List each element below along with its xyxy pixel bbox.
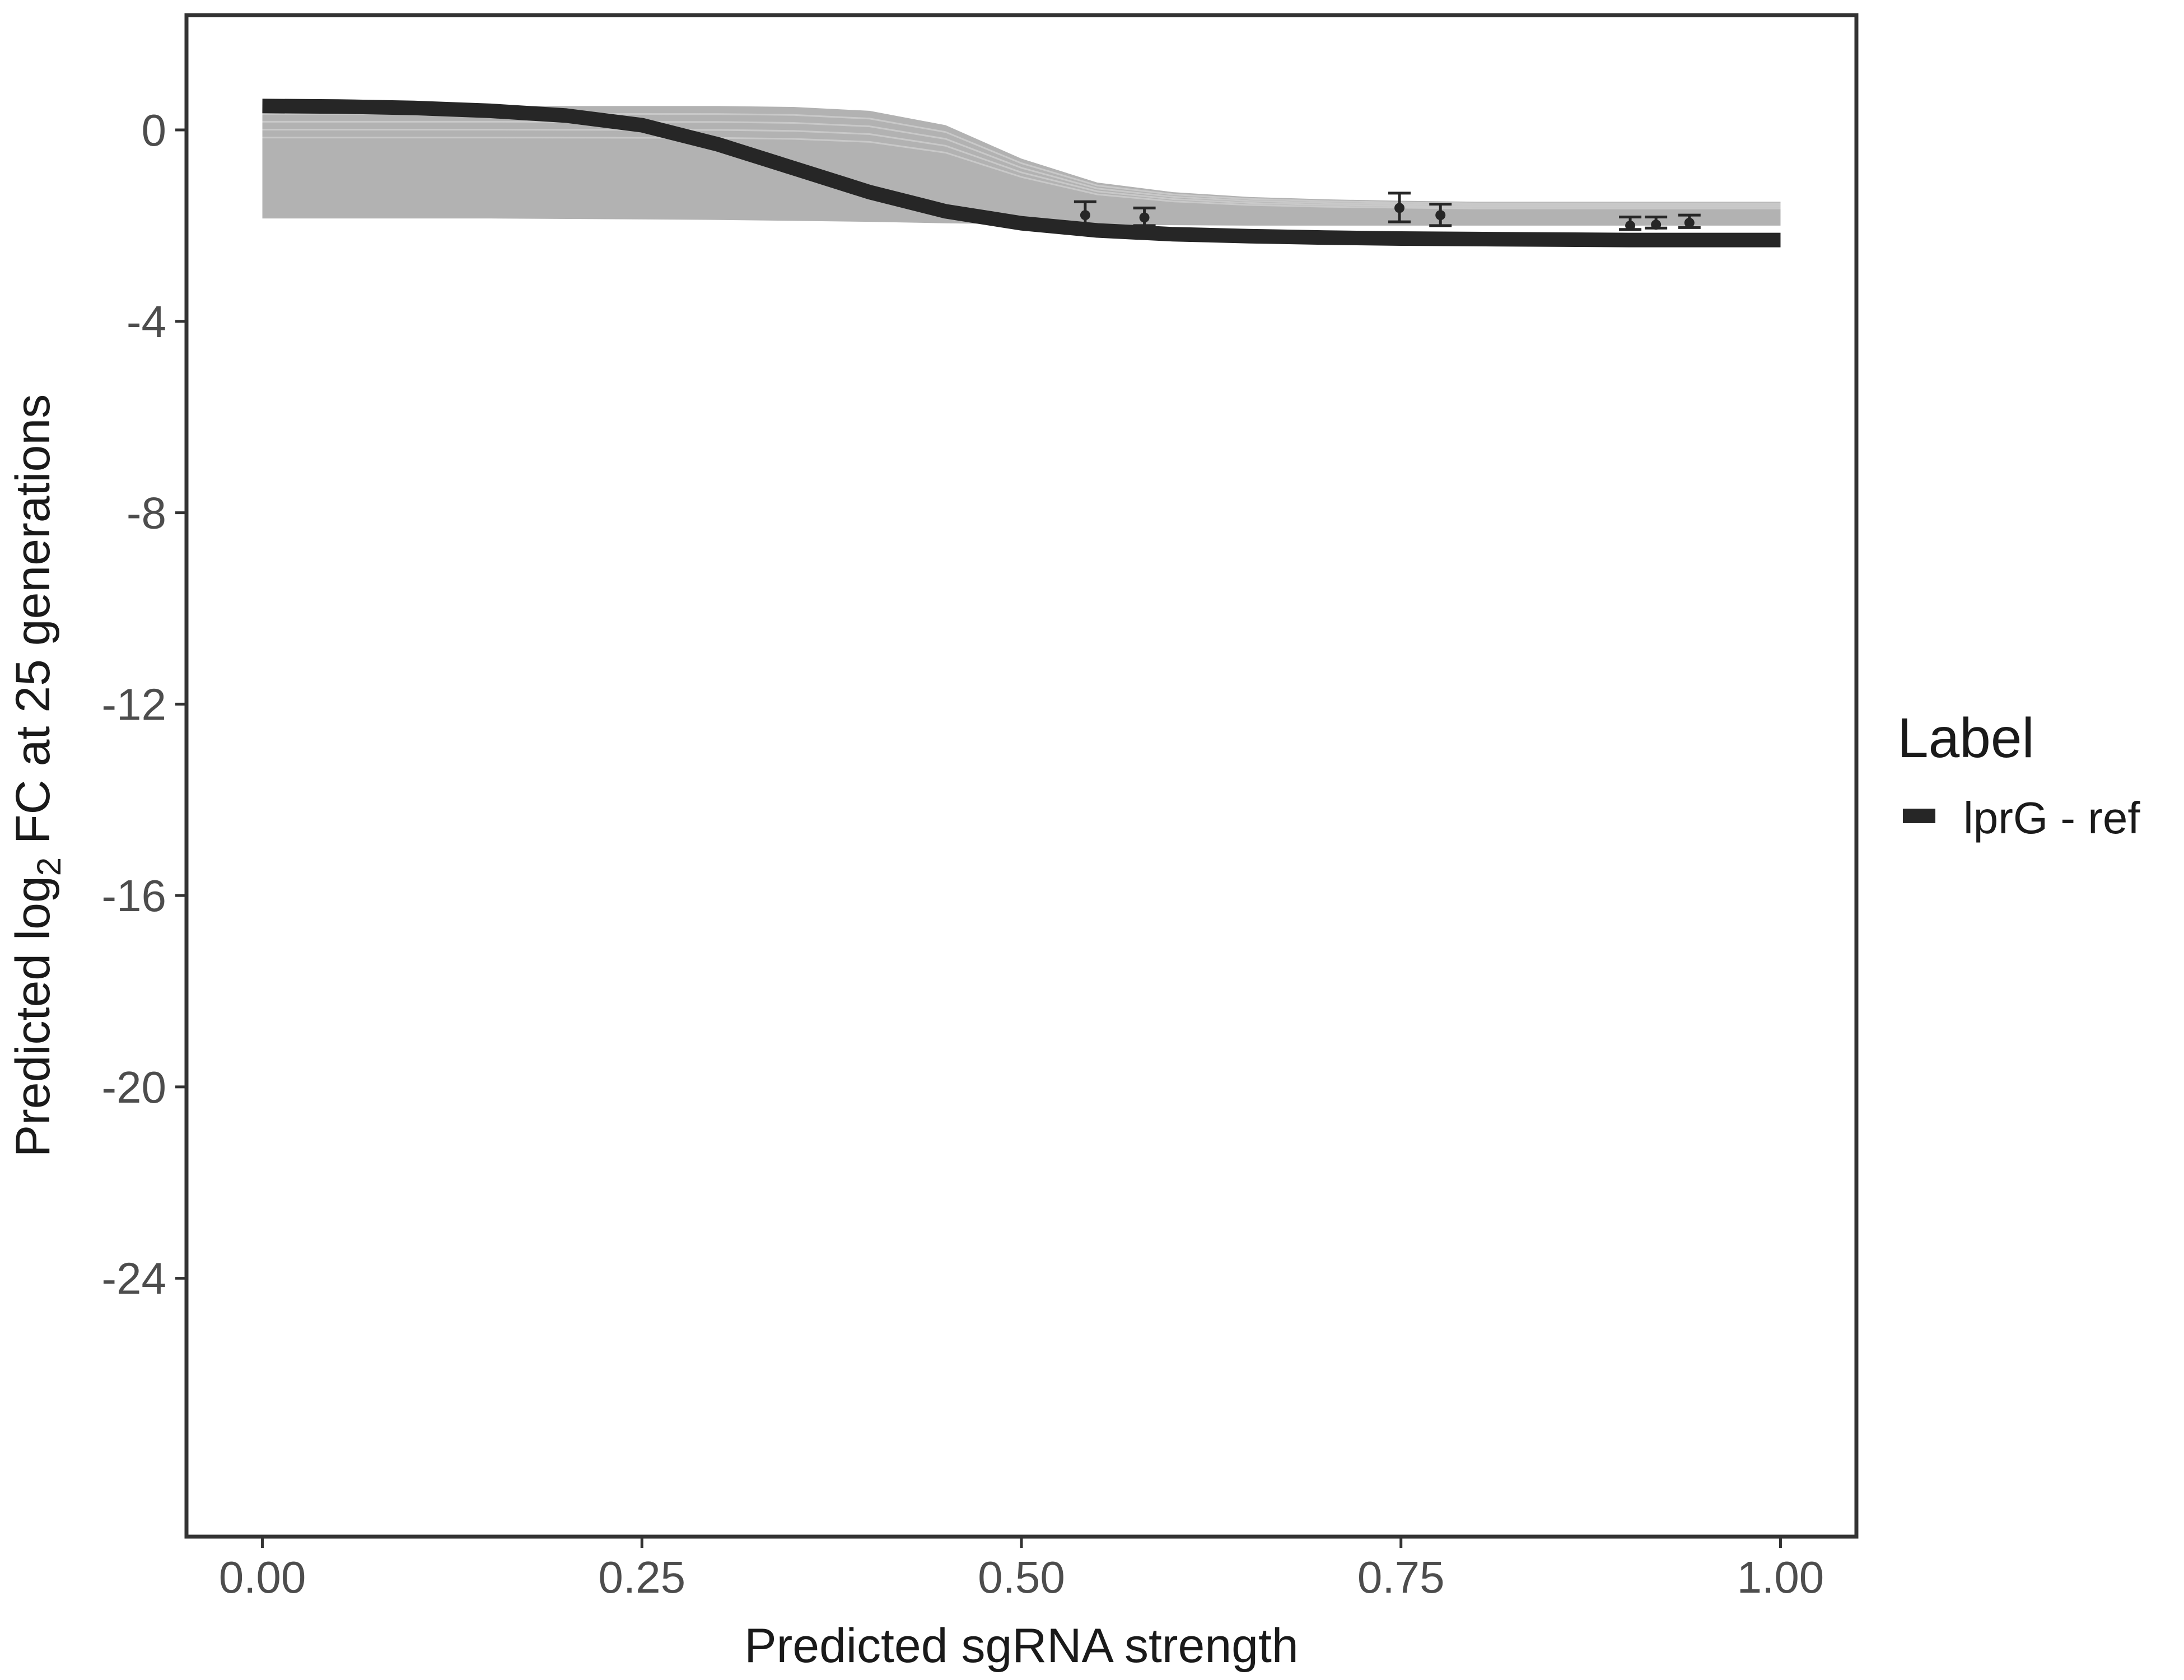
observation-point xyxy=(1625,220,1636,231)
posterior-draw-line xyxy=(262,129,1781,208)
y-tick-label: -8 xyxy=(127,488,166,538)
observation-point xyxy=(1139,212,1150,223)
x-tick-label: 0.75 xyxy=(1357,1552,1445,1602)
x-tick-label: 1.00 xyxy=(1737,1552,1824,1602)
x-tick-label: 0.25 xyxy=(598,1552,685,1602)
y-axis-title: Predicted log2 FC at 25 generations xyxy=(6,394,68,1157)
y-axis-title-main: Predicted log xyxy=(6,876,60,1157)
observation xyxy=(1678,213,1701,229)
observation xyxy=(1388,192,1411,223)
observation xyxy=(1074,200,1096,230)
posterior-draw-line xyxy=(262,120,1781,206)
posterior-band-area xyxy=(262,106,1781,226)
y-tick-label: -16 xyxy=(101,871,166,921)
observation-points xyxy=(1074,192,1701,231)
observation-point xyxy=(1435,210,1446,221)
fitted-line xyxy=(262,99,1781,248)
observation xyxy=(1619,216,1642,231)
x-axis-title: Predicted sgRNA strength xyxy=(744,1619,1299,1673)
observation xyxy=(1645,216,1668,230)
series-line-lprg-ref xyxy=(262,99,1781,248)
y-tick-label: -12 xyxy=(101,679,166,729)
observation-point xyxy=(1394,203,1405,213)
y-tick-label: -20 xyxy=(101,1062,166,1112)
y-tick-label: 0 xyxy=(142,105,167,155)
y-axis-title-subscript: 2 xyxy=(30,857,68,876)
legend-key-lprg-ref xyxy=(1903,809,1935,823)
x-axis-ticks: 0.00 0.25 0.50 0.75 1.00 xyxy=(219,1537,1824,1602)
observation xyxy=(1429,202,1452,227)
x-tick-label: 0.00 xyxy=(219,1552,306,1602)
y-tick-label: -24 xyxy=(101,1254,166,1304)
y-tick-label: -4 xyxy=(127,297,166,347)
x-tick-label: 0.50 xyxy=(978,1552,1065,1602)
posterior-draw-line xyxy=(262,137,1781,209)
observation-point xyxy=(1651,220,1662,230)
observation-point xyxy=(1080,210,1090,221)
y-axis-ticks: 0 -4 -8 -12 -16 -20 -24 xyxy=(101,105,186,1304)
y-axis-title-suffix: FC at 25 generations xyxy=(6,394,60,857)
legend: Label lprG - ref xyxy=(1897,707,2140,843)
legend-label-lprg-ref: lprG - ref xyxy=(1963,793,2140,843)
observation xyxy=(1133,206,1156,227)
legend-title: Label xyxy=(1897,707,2034,769)
observation-point xyxy=(1684,217,1695,228)
